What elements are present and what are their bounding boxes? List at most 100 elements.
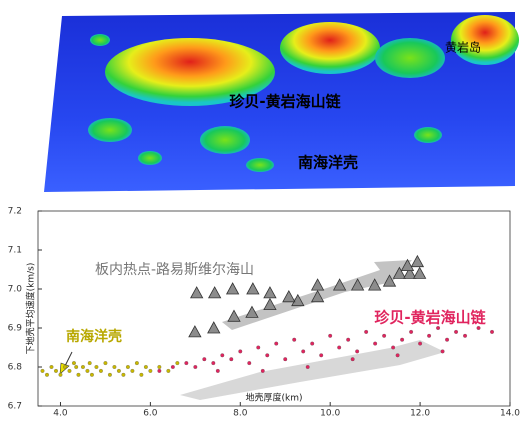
dot-point	[139, 372, 144, 377]
triangle-point	[368, 278, 382, 291]
dot-point	[305, 365, 310, 369]
triangle-point	[207, 321, 221, 334]
triangle-point	[310, 289, 325, 303]
dot-point	[74, 365, 79, 369]
trend-arrow	[180, 340, 445, 400]
triangle-point	[350, 278, 365, 291]
dot-point	[350, 357, 355, 362]
triangle-point	[310, 278, 325, 291]
x-tick-label: 10.0	[320, 409, 340, 419]
dot-point	[134, 361, 139, 366]
seamount	[451, 15, 519, 65]
dot-point	[445, 337, 450, 342]
dot-point	[103, 361, 108, 366]
dot-point	[337, 345, 342, 350]
triangle-point	[188, 325, 202, 338]
y-tick-label: 7.0	[8, 285, 23, 295]
dot-point	[283, 357, 288, 362]
triangle-point	[410, 254, 425, 268]
dot-point	[400, 337, 405, 342]
dot-point	[184, 361, 189, 366]
dot-point	[373, 341, 378, 346]
dot-point	[463, 333, 467, 338]
dot-point	[427, 333, 432, 338]
plot-frame	[37, 210, 511, 407]
triangle-point	[382, 274, 397, 287]
dot-point	[85, 368, 90, 373]
dot-point	[121, 372, 126, 377]
dot-point	[157, 365, 162, 369]
map-label: 珍贝-黄岩海山链	[229, 93, 341, 111]
dot-point	[54, 368, 58, 373]
dot-point	[107, 372, 112, 377]
dot-point	[193, 365, 198, 369]
dot-point	[490, 329, 494, 334]
dot-point	[436, 326, 441, 330]
seamount	[375, 38, 445, 78]
hill	[246, 158, 274, 172]
dot-point	[166, 368, 171, 373]
x-tick-label: 4.0	[53, 409, 68, 419]
dot-point	[418, 341, 423, 346]
dot-point	[40, 368, 45, 373]
triangle-point	[263, 297, 277, 311]
dot-point	[89, 372, 94, 377]
dot-point	[409, 329, 414, 334]
dot-point	[81, 365, 85, 369]
dot-point	[170, 365, 175, 369]
dot-point	[143, 365, 148, 369]
y-axis-title: 下地壳平均速度(km/s)	[25, 263, 37, 355]
dot-point	[76, 372, 81, 377]
dot-point	[229, 357, 234, 362]
seamount	[280, 22, 380, 74]
y-tick-label: 6.8	[8, 363, 23, 373]
dot-point	[274, 341, 279, 346]
dot-point	[94, 365, 99, 369]
triangle-point	[190, 286, 204, 299]
y-tick-label: 7.2	[8, 207, 22, 217]
dot-point	[391, 345, 396, 350]
triangle-point	[412, 266, 427, 279]
triangle-point	[207, 286, 222, 299]
triangle-point	[225, 282, 240, 295]
triangle-point	[291, 293, 305, 307]
dot-point	[98, 368, 103, 373]
dot-point	[476, 326, 481, 330]
hill	[90, 34, 110, 46]
series-label: 珍贝-黄岩海山链	[374, 309, 486, 327]
triangle-point	[227, 309, 241, 322]
dot-point	[328, 333, 333, 338]
x-tick-label: 14.0	[500, 409, 520, 419]
dot-point	[440, 349, 445, 354]
hill	[138, 151, 162, 165]
map-label: 南海洋壳	[298, 154, 358, 172]
hill	[414, 127, 442, 143]
dot-point	[63, 365, 67, 369]
dot-point	[355, 349, 360, 354]
dot-point	[157, 368, 162, 373]
dot-point	[87, 361, 92, 366]
dot-point	[116, 368, 121, 373]
dot-point	[364, 329, 369, 334]
triangle-point	[392, 266, 407, 279]
dot-point	[301, 349, 306, 354]
series-label: 板内热点-路易斯维尔海山	[95, 262, 254, 278]
triangle-point	[403, 266, 417, 279]
x-tick-label: 6.0	[143, 409, 158, 419]
dot-point	[238, 349, 243, 354]
triangle-point	[245, 305, 259, 318]
dot-point	[215, 368, 220, 373]
x-tick-label: 8.0	[233, 409, 248, 419]
dot-point	[112, 365, 117, 369]
dot-point	[202, 357, 207, 362]
dot-point	[247, 361, 252, 366]
series-label: 南海洋壳	[66, 328, 122, 345]
dot-point	[58, 372, 63, 377]
terrain-map: 黄岩岛 珍贝-黄岩海山链 南海洋壳	[44, 12, 519, 192]
triangle-point	[246, 282, 260, 295]
triangle-point	[400, 258, 415, 272]
map-label: 黄岩岛	[445, 40, 481, 55]
y-tick-label: 6.7	[8, 402, 22, 412]
dot-point	[260, 368, 265, 373]
